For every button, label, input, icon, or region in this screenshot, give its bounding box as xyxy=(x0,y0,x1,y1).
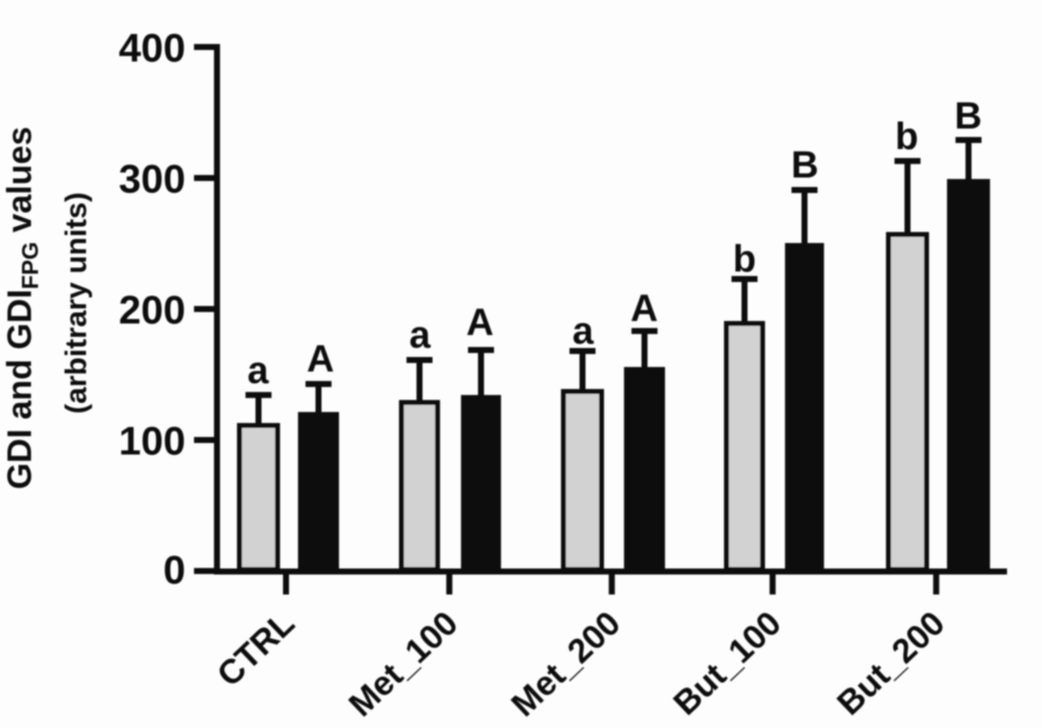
svg-text:A: A xyxy=(307,339,334,381)
svg-text:100: 100 xyxy=(119,419,186,463)
svg-text:400: 400 xyxy=(119,26,186,70)
svg-text:a: a xyxy=(409,315,431,357)
svg-text:B: B xyxy=(954,96,981,138)
svg-text:B: B xyxy=(791,145,818,187)
svg-text:0: 0 xyxy=(163,549,185,593)
svg-text:GDI and GDIFPG values: GDI and GDIFPG values xyxy=(1,127,43,490)
svg-text:200: 200 xyxy=(119,288,186,332)
svg-text:A: A xyxy=(466,302,493,344)
svg-text:300: 300 xyxy=(119,157,186,201)
svg-text:b: b xyxy=(733,239,756,281)
svg-text:(arbitrary units): (arbitrary units) xyxy=(60,192,93,414)
svg-text:a: a xyxy=(247,350,269,392)
svg-text:a: a xyxy=(572,311,594,353)
svg-text:A: A xyxy=(630,288,657,330)
svg-text:b: b xyxy=(895,116,918,158)
